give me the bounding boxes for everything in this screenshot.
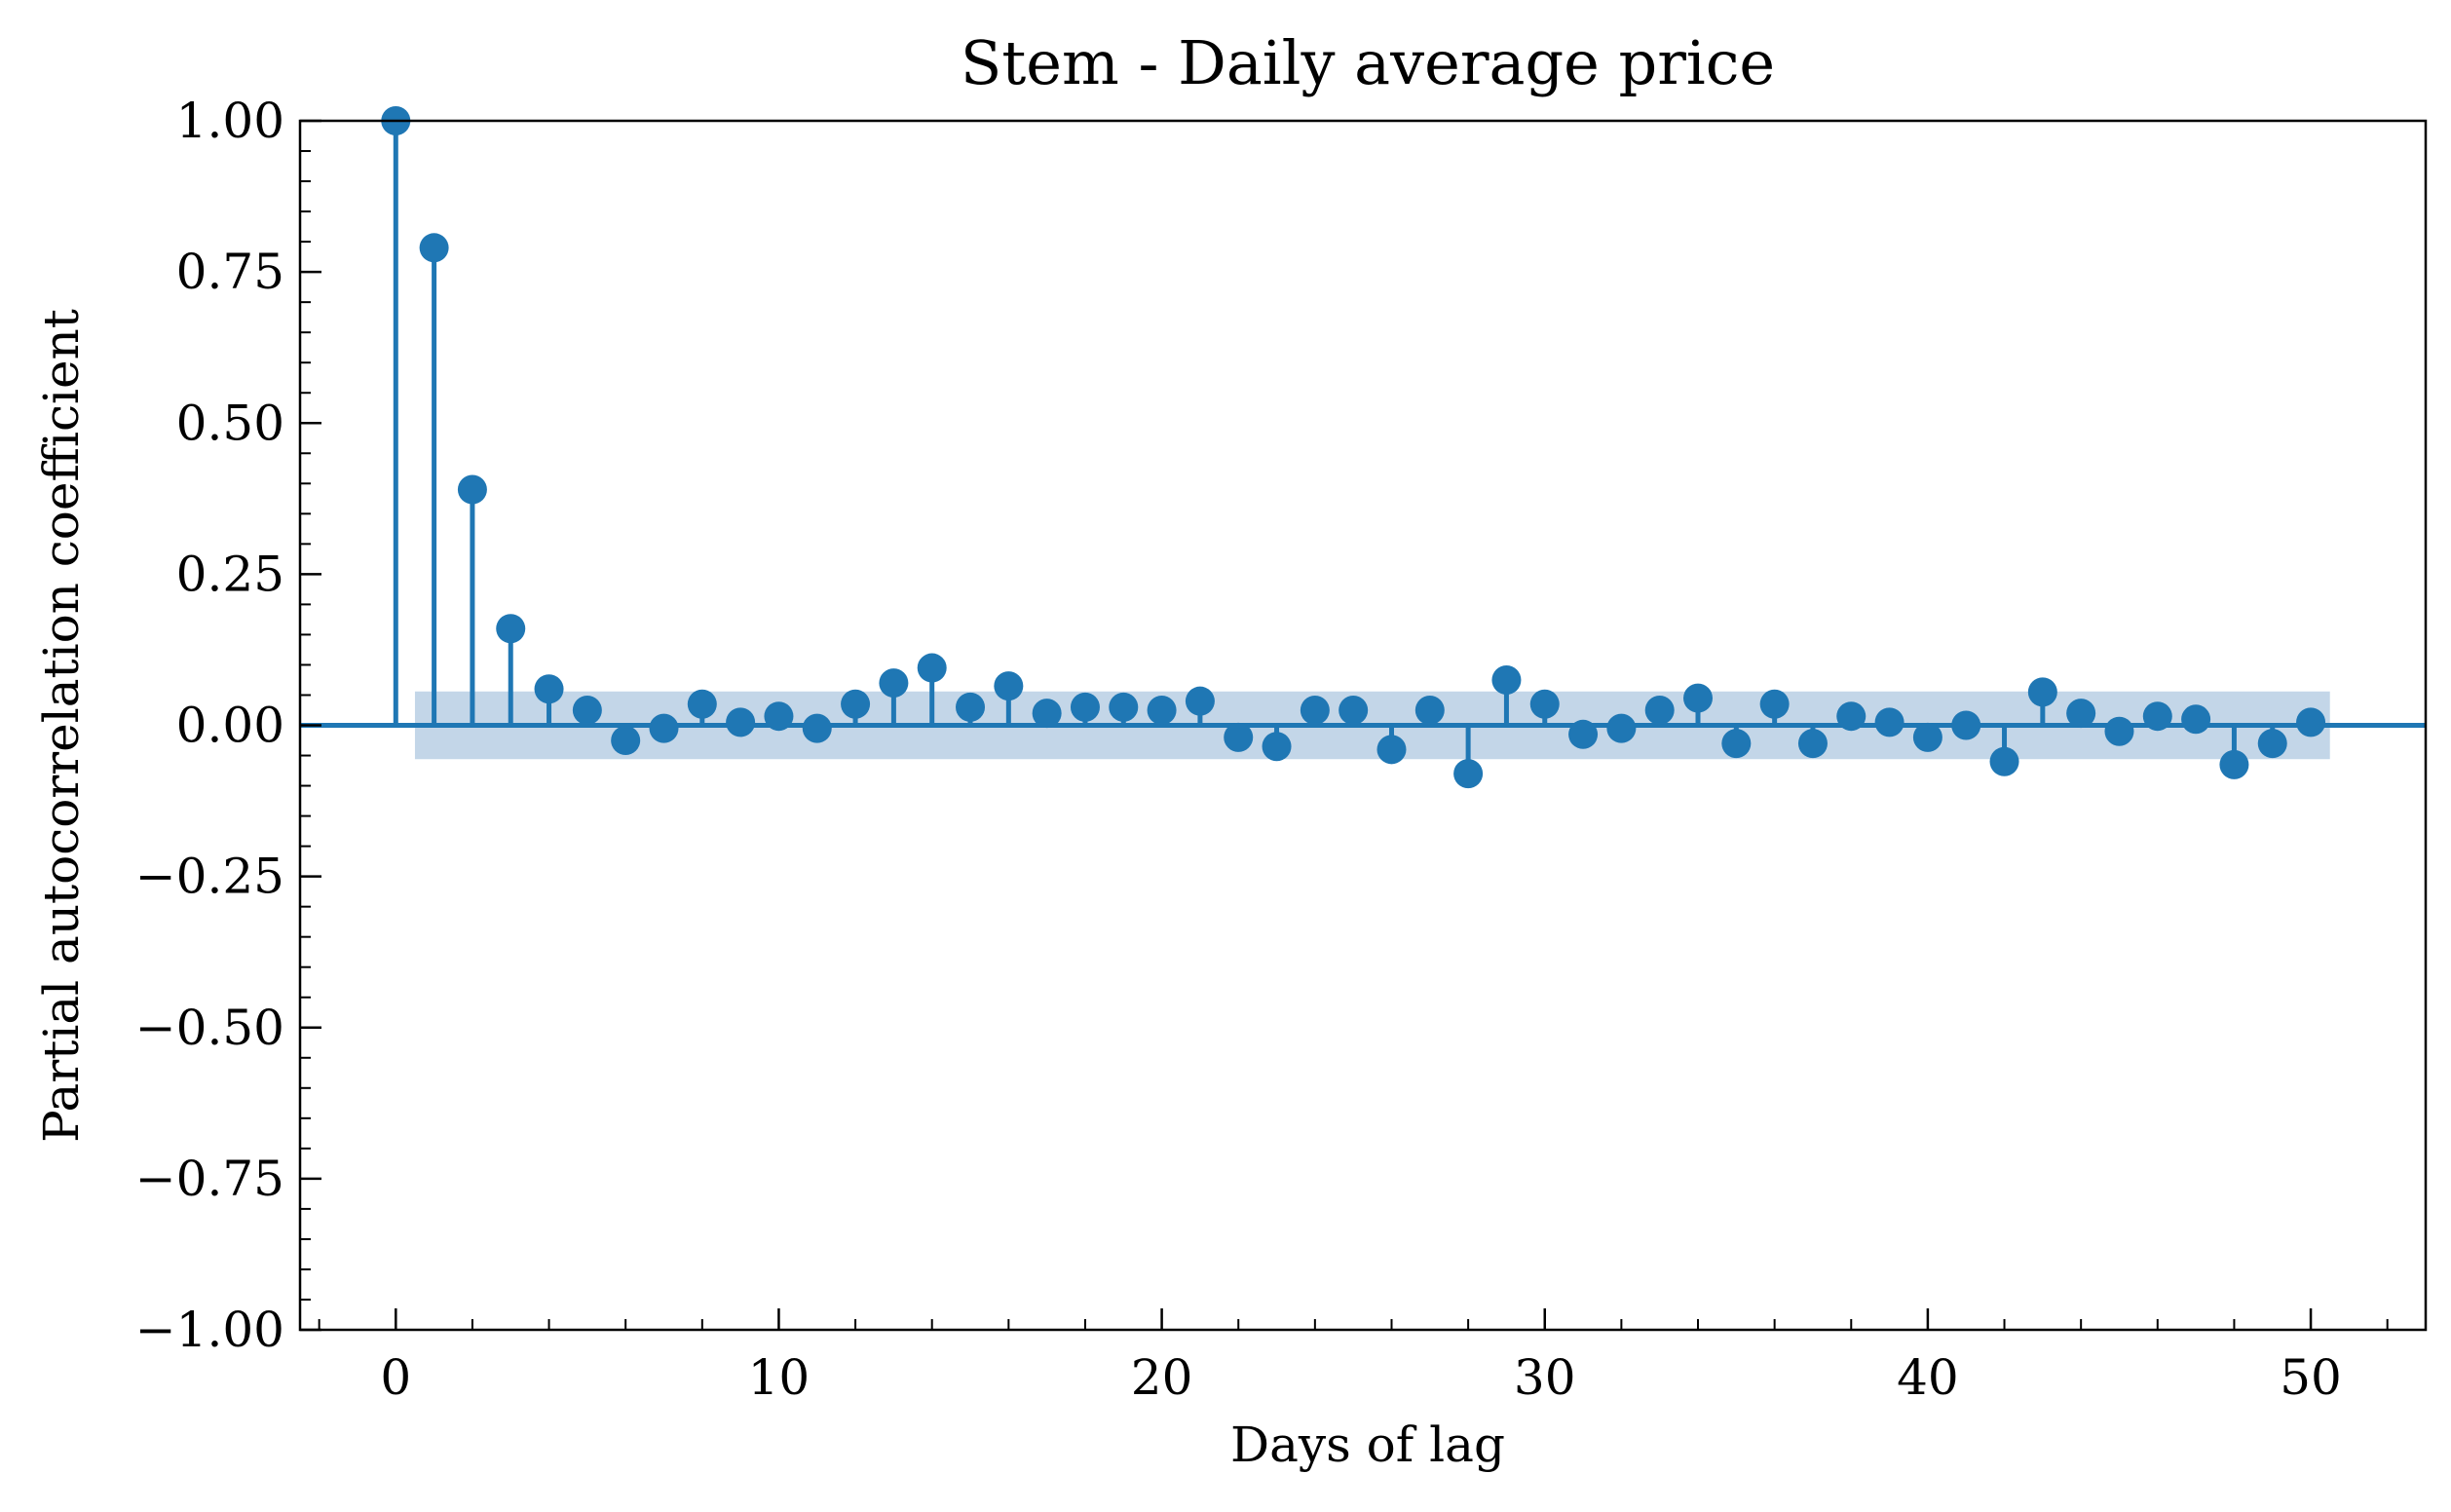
data-point xyxy=(994,671,1024,701)
x-tick-label: 40 xyxy=(1897,1349,1959,1406)
y-tick-label: −1.00 xyxy=(135,1302,284,1358)
data-point xyxy=(1529,689,1560,719)
data-point xyxy=(726,707,756,737)
data-point xyxy=(1644,695,1675,725)
axes: 0 10 20 30 40 50 1.00 0.75 0.50 0.25 0.00 −0.25 −0.5… xyxy=(135,93,2428,1406)
data-point xyxy=(1224,722,1254,752)
x-tick-label: 30 xyxy=(1514,1349,1576,1406)
data-point xyxy=(1836,701,1867,732)
y-tick-label: −0.50 xyxy=(135,1000,284,1056)
data-point xyxy=(2027,677,2057,707)
data-point xyxy=(496,614,526,644)
data-point xyxy=(1683,683,1714,713)
data-point xyxy=(2296,707,2326,737)
data-point xyxy=(1721,729,1752,759)
data-point xyxy=(2066,699,2096,729)
data-point xyxy=(1568,719,1599,749)
data-point xyxy=(956,692,986,722)
data-point xyxy=(1262,732,1292,762)
data-point xyxy=(1032,699,1062,729)
y-tick-label: 0.25 xyxy=(176,546,284,602)
data-point xyxy=(1989,746,2019,776)
data-point xyxy=(764,701,794,732)
data-point xyxy=(1491,664,1522,695)
data-point xyxy=(1339,695,1369,725)
x-axis-label: Days of lag xyxy=(1230,1417,1505,1473)
data-point xyxy=(1070,692,1100,722)
data-point xyxy=(1300,695,1330,725)
data-point xyxy=(649,713,679,743)
data-point xyxy=(1759,689,1790,719)
data-point xyxy=(611,726,641,756)
data-point xyxy=(534,674,564,704)
data-point xyxy=(572,695,602,725)
data-point xyxy=(2219,749,2249,779)
data-point xyxy=(1797,729,1828,759)
data-point xyxy=(2142,701,2172,732)
x-tick-label: 50 xyxy=(2280,1349,2342,1406)
y-tick-label: −0.75 xyxy=(135,1151,284,1207)
y-tick-label: −0.25 xyxy=(135,849,284,905)
data-point xyxy=(419,233,449,263)
data-point xyxy=(841,689,871,719)
data-point xyxy=(1376,735,1407,765)
data-point xyxy=(1951,710,1981,740)
x-tick-label: 10 xyxy=(748,1349,811,1406)
x-tick-label: 0 xyxy=(380,1349,411,1406)
data-point xyxy=(687,689,717,719)
data-point xyxy=(879,668,909,699)
data-point xyxy=(1414,695,1445,725)
data-point xyxy=(1147,695,1177,725)
data-point xyxy=(1109,692,1139,722)
data-point xyxy=(457,474,487,505)
data-point xyxy=(1912,722,1942,752)
y-tick-label: 1.00 xyxy=(176,93,284,149)
y-tick-label: 0.75 xyxy=(176,244,284,300)
chart-title: Stem - Daily average price xyxy=(961,27,1775,98)
data-point xyxy=(802,713,832,743)
data-point xyxy=(1453,759,1484,789)
data-point xyxy=(2181,704,2211,735)
y-tick-label: 0.00 xyxy=(176,698,284,754)
plot-area xyxy=(300,106,2426,789)
data-point xyxy=(1606,713,1637,743)
data-point xyxy=(1874,707,1904,737)
data-point xyxy=(2257,729,2287,759)
y-axis-label: Partial autocorrelation coefficient xyxy=(33,309,90,1143)
data-point xyxy=(917,653,947,683)
data-point xyxy=(1185,686,1215,716)
data-point xyxy=(2104,716,2134,746)
y-tick-label: 0.50 xyxy=(176,395,284,451)
x-tick-label: 20 xyxy=(1131,1349,1193,1406)
